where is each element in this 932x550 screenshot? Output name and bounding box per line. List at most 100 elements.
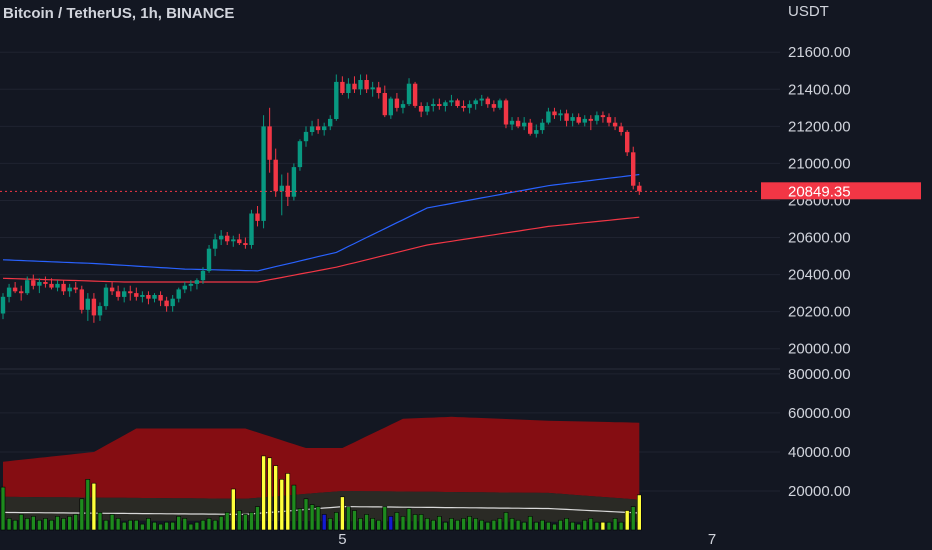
volume-bar [188,523,194,531]
candle-body [255,213,260,221]
last-price-badge-bg [761,182,921,200]
volume-bar [509,517,515,531]
volume-bar [24,517,30,531]
candle-body [103,287,109,307]
candle-body [206,248,212,271]
candle-body [576,117,581,123]
volume-bar [182,517,188,531]
volume-bar [618,521,624,531]
volume-bar [521,521,527,531]
volume-bar [303,498,309,531]
candle-body [158,295,163,301]
candle-body [412,83,418,106]
candle-body [437,104,442,106]
candle-body [558,113,563,116]
volume-bar [30,515,36,531]
candle-body [152,295,157,299]
candle-body [546,111,551,123]
candle-body [509,120,515,125]
candle-body [55,283,60,288]
volume-bar [237,510,242,531]
price-tick-label: 21600.00 [788,44,851,61]
volume-bar [340,496,345,531]
volume-bar [152,521,157,531]
volume-bar [200,519,206,531]
candle-body [85,298,90,310]
candle-body [606,117,612,123]
candle-body [406,83,412,105]
candle-body [309,126,315,132]
candle-body [425,106,430,112]
candle-body [400,104,406,108]
volume-bar [388,515,394,531]
volume-bar [600,521,606,531]
candle-body [564,113,569,121]
candle-body [382,93,387,116]
candle-body [594,115,600,121]
candle-body [146,295,151,299]
volume-bar [436,515,442,531]
moving-averages [2,173,640,283]
candle-body [588,118,593,121]
candle-body [570,117,575,121]
volume-bar [12,519,18,531]
price-tick-label: 21400.00 [788,81,851,98]
candles [0,74,642,323]
candle-body [188,283,194,286]
candle-body [31,280,36,286]
volume-bar [194,521,200,531]
volume-bar [297,508,303,531]
moving-average-fast-line [2,173,640,272]
volume-bar [279,478,285,531]
volume-tick-label: 20000.00 [788,483,851,500]
candle-body [370,87,375,90]
candle-body [176,289,181,299]
price-tick-label: 20600.00 [788,230,851,247]
candle-body [540,122,545,131]
volume-bar [61,517,66,531]
volume-bar [212,519,218,531]
candle-body [479,98,484,101]
volume-bar [612,517,618,531]
volume-bar [564,517,569,531]
volume-bar [497,517,503,531]
volume-bar [382,506,388,531]
candle-body [334,81,339,119]
volume-bar [176,515,181,531]
volume-bar [128,519,133,531]
candle-body [328,118,333,127]
volume-bar [376,519,382,531]
volume-band-upper-area [3,416,640,500]
candle-body [315,126,321,131]
candle-body [170,298,175,307]
candle-body [303,131,309,142]
volume-bar [539,519,545,531]
volume-bar [97,512,103,531]
volume-bar [261,455,266,531]
chart-title: Bitcoin / TetherUS, 1h, BINANCE [3,5,234,22]
candle-body [461,106,466,108]
candle-body [618,126,624,132]
volume-bar [6,517,12,531]
volume-bar [67,515,72,531]
volume-bar [443,521,448,531]
volume-bar [503,512,509,531]
candle-body [91,298,97,316]
candle-body [637,185,642,192]
volume-bar [85,478,91,531]
candle-body [6,287,12,297]
volume-bar [79,498,85,531]
volume-bar [418,514,424,531]
volume-bar [455,519,460,531]
volume-bar [55,515,60,531]
candle-body [12,287,18,292]
candle-body [237,239,242,244]
volume-band-middle-line [2,506,640,516]
candle-body [273,159,278,192]
candle-body [194,280,200,284]
candle-body [200,270,206,281]
volume-bar [406,508,412,531]
volume-bar [352,510,357,531]
candle-body [73,287,78,290]
candle-body [491,104,497,108]
